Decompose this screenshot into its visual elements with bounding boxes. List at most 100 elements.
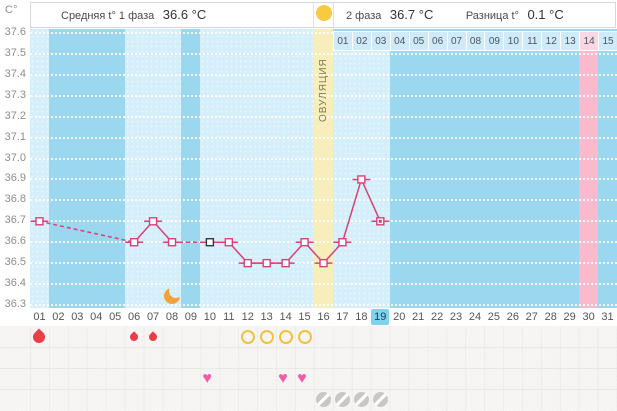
day-column (143, 29, 163, 308)
day-label-25[interactable]: 25 (487, 311, 501, 323)
day-label-13[interactable]: 13 (260, 311, 273, 323)
temp-point-day-14[interactable] (281, 258, 290, 268)
intercourse-icon: ♥ (202, 369, 212, 387)
phase1-summary: Средняя t° 1 фаза 36.6 °C (31, 3, 314, 27)
day-label-22[interactable]: 22 (430, 311, 444, 323)
temp-point-day-15[interactable] (300, 238, 309, 247)
day-label-21[interactable]: 21 (412, 311, 425, 323)
line-segment (360, 179, 381, 222)
temp-point-day-17[interactable] (338, 238, 347, 247)
day-label-31[interactable]: 31 (601, 311, 614, 323)
temp-point-day-13[interactable] (262, 258, 271, 268)
day-label-15[interactable]: 15 (298, 311, 311, 323)
dpo-cell: 04 (389, 31, 410, 51)
day-label-11[interactable]: 11 (223, 311, 235, 323)
temp-point-day-18[interactable] (357, 175, 366, 184)
moon-icon (164, 288, 181, 304)
day-label-12[interactable]: 12 (241, 311, 254, 323)
day-column (219, 29, 239, 308)
y-axis-tick: 36.9 (4, 172, 26, 185)
phase2-value: 36.7 °C (389, 7, 434, 22)
day-column (238, 29, 258, 308)
gridline (30, 199, 617, 202)
y-axis-tick: 36.8 (4, 193, 26, 206)
day-label-24[interactable]: 24 (468, 311, 482, 323)
day-label-05[interactable]: 05 (109, 311, 122, 323)
day-label-04[interactable]: 04 (90, 311, 103, 323)
row-divider (0, 368, 617, 369)
day-label-27[interactable]: 27 (525, 311, 538, 323)
day-column (162, 29, 182, 308)
ovulation-header-cell (314, 3, 334, 27)
day-column (30, 29, 49, 308)
y-axis-tick: 37.4 (4, 67, 26, 80)
day-label-09[interactable]: 09 (184, 311, 198, 323)
ovulation-icon (315, 5, 332, 22)
day-label-30[interactable]: 30 (582, 311, 595, 323)
phase1-value: 36.6 °C (162, 7, 207, 22)
day-column (314, 29, 333, 308)
gridline (30, 157, 617, 160)
temp-point-day-11[interactable] (224, 238, 234, 247)
y-axis-unit: С° (5, 4, 18, 16)
ovulation-column-label: ОВУЛЯЦИЯ (317, 58, 329, 122)
ovulation-test-icon (297, 329, 312, 344)
gridline (30, 136, 617, 139)
temp-point-day-07[interactable] (148, 217, 158, 226)
day-label-26[interactable]: 26 (506, 311, 519, 323)
day-label-10[interactable]: 10 (203, 311, 216, 323)
y-axis-tick: 36.3 (4, 298, 26, 310)
line-segment (341, 179, 363, 243)
gridline (30, 73, 617, 76)
gridline (30, 304, 617, 306)
y-axis-tick: 37.2 (4, 109, 26, 122)
temp-point-day-16[interactable] (319, 258, 328, 268)
day-label-06[interactable]: 06 (128, 311, 141, 323)
phase2-label: 2 фаза (346, 10, 382, 22)
day-label-02[interactable]: 02 (52, 311, 65, 323)
day-label-01[interactable]: 01 (33, 311, 46, 323)
y-axis-tick: 37.1 (4, 130, 26, 143)
day-label-19[interactable]: 19 (371, 309, 390, 325)
temp-point-day-08[interactable] (167, 238, 177, 247)
day-label-28[interactable]: 28 (544, 311, 557, 323)
row-divider (0, 347, 617, 348)
ovulation-test-icon (278, 329, 293, 344)
day-label-23[interactable]: 23 (449, 311, 463, 323)
phase1-label: Средняя t° 1 фаза (61, 10, 155, 22)
x-axis: 01 02 03 04 05 06 07 08 09 10 11 12 13 14 15 16 17 18 19 20… (30, 308, 617, 326)
temp-point-day-12[interactable] (243, 258, 252, 268)
temp-point-day-10[interactable] (205, 238, 215, 247)
day-label-14[interactable]: 14 (279, 311, 292, 323)
day-label-17[interactable]: 17 (336, 311, 349, 323)
ovulation-test-icon (259, 329, 274, 344)
gridline (30, 32, 617, 34)
y-axis-tick: 37.6 (4, 26, 26, 38)
dpo-cell: 09 (484, 31, 505, 51)
gridline (30, 115, 617, 118)
day-column (295, 29, 315, 308)
day-label-18[interactable]: 18 (355, 311, 368, 323)
dpo-cell: 12 (541, 31, 562, 51)
day-label-07[interactable]: 07 (146, 311, 160, 323)
line-segment (39, 220, 135, 243)
current-point-dot (378, 219, 382, 223)
phase2-summary: 2 фаза 36.7 °C Разница t° 0.1 °C (333, 3, 564, 27)
y-axis-tick: 36.6 (4, 235, 26, 248)
gridline (30, 220, 617, 223)
y-axis-tick: 36.4 (4, 277, 26, 290)
gridline (30, 178, 617, 181)
day-label-08[interactable]: 08 (165, 311, 179, 323)
day-label-29[interactable]: 29 (563, 311, 576, 323)
day-label-03[interactable]: 03 (71, 311, 84, 323)
y-axis-tick: 37.5 (4, 46, 26, 59)
day-column (124, 29, 144, 308)
temp-point-day-01[interactable] (35, 217, 44, 226)
chart-header: Средняя t° 1 фаза 36.6 °C 2 фаза 36.7 °C… (30, 2, 616, 28)
temp-point-day-06[interactable] (129, 238, 139, 247)
ovulation-test-icon (240, 329, 255, 344)
intercourse-icon: ♥ (297, 369, 307, 387)
day-label-16[interactable]: 16 (317, 311, 330, 323)
day-label-20[interactable]: 20 (393, 311, 406, 323)
